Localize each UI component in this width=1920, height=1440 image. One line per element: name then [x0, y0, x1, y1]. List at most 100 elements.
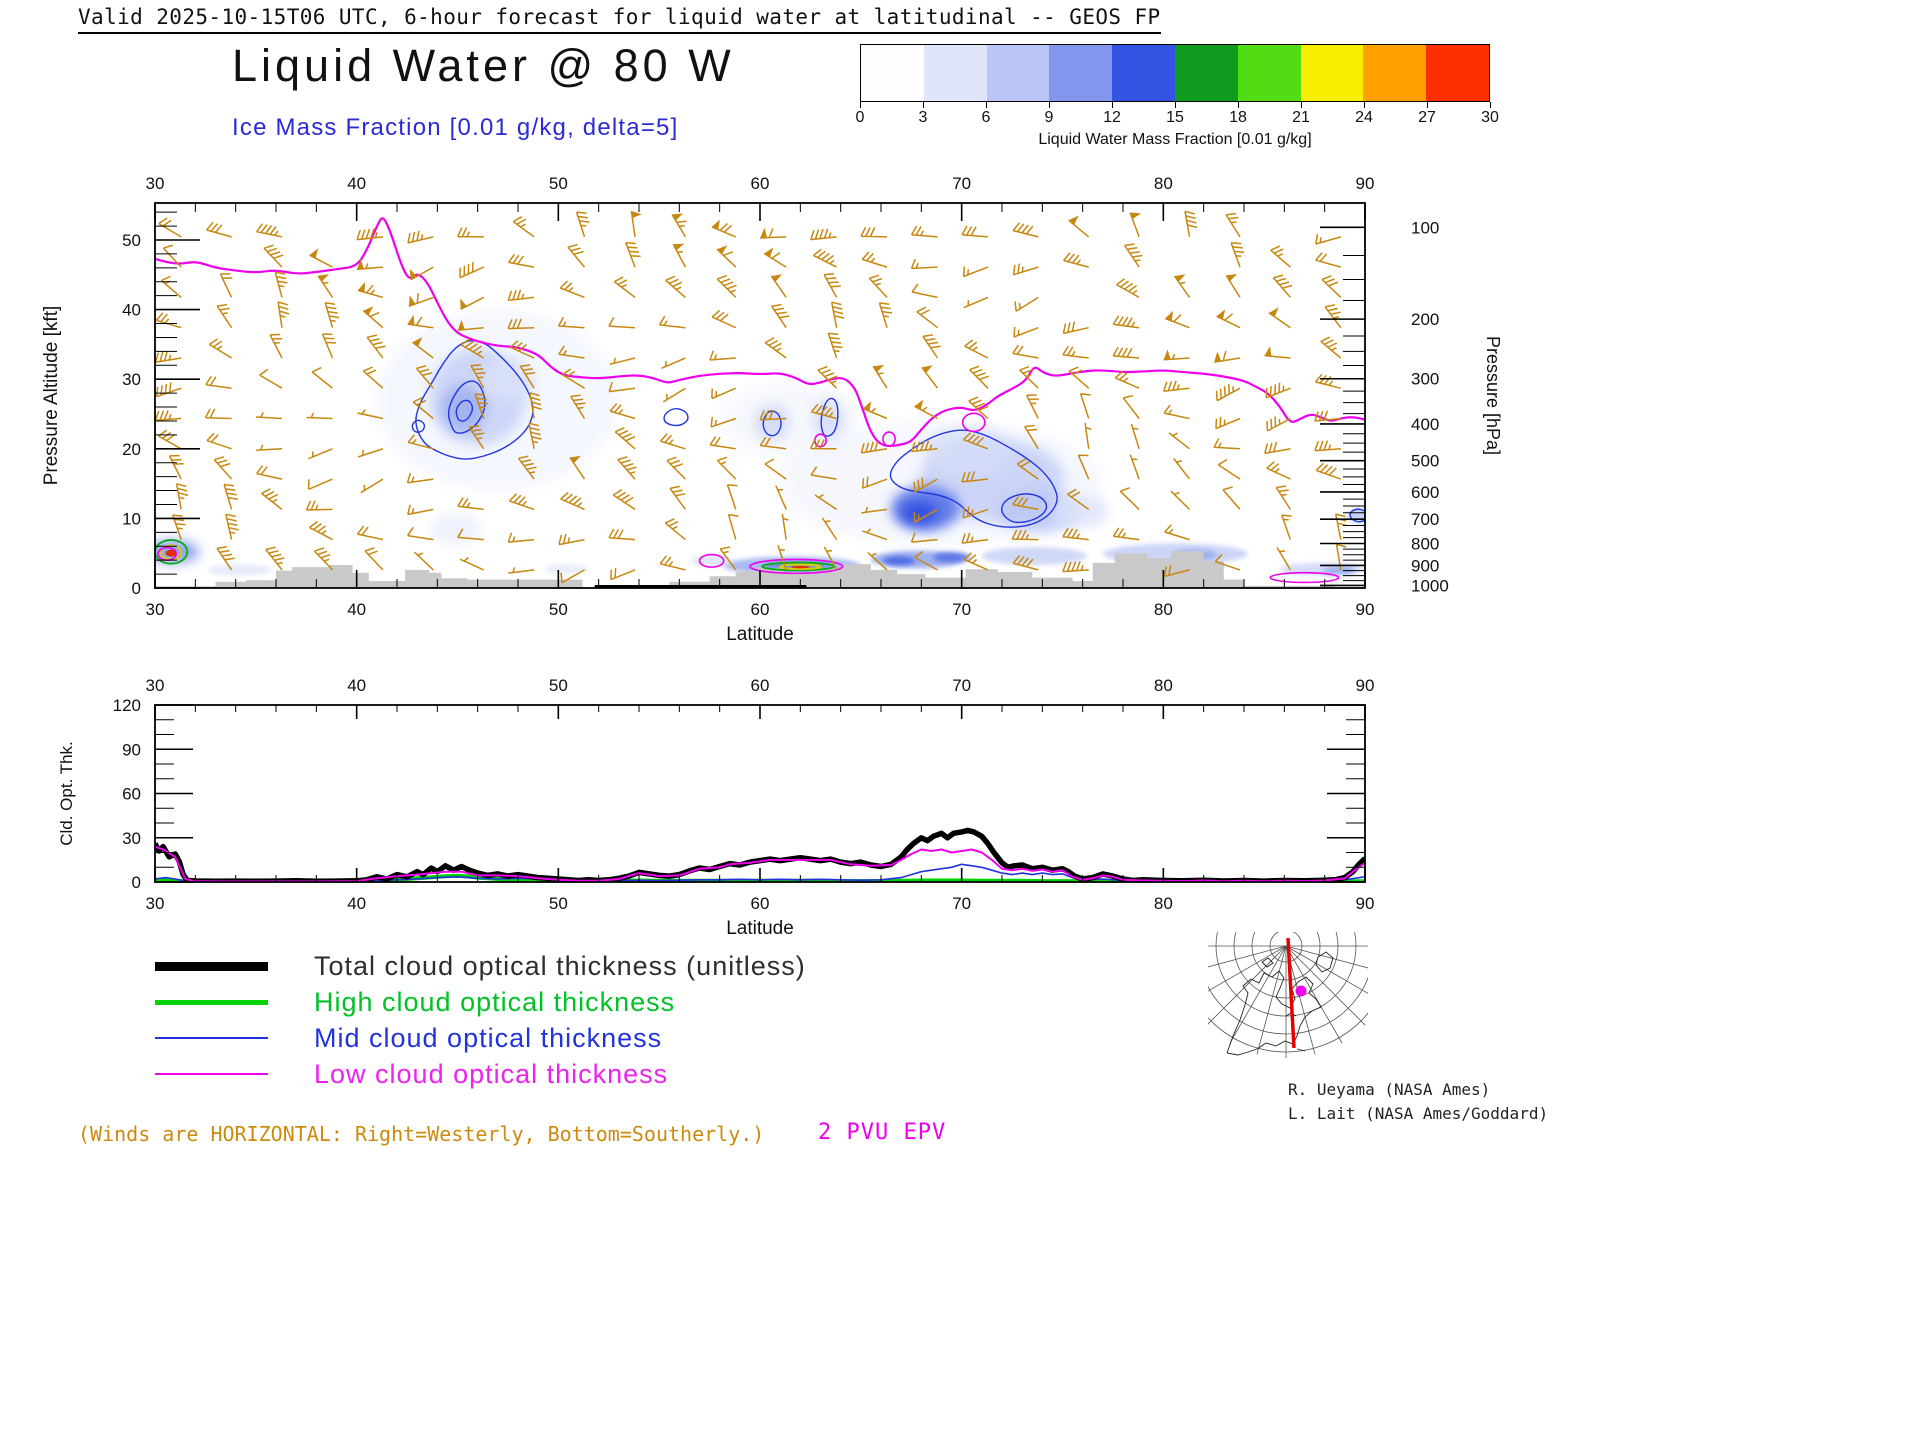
svg-text:Cld. Opt. Thk.: Cld. Opt. Thk.	[57, 741, 76, 846]
colorbar-label: Liquid Water Mass Fraction [0.01 g/kg]	[1038, 131, 1312, 148]
svg-text:100: 100	[1411, 218, 1439, 237]
colorbar-segment	[861, 45, 924, 101]
svg-text:40: 40	[122, 301, 141, 320]
epv-small-contour	[1269, 571, 1340, 584]
colorbar-segment	[1237, 45, 1301, 101]
ice-mass-contour	[1001, 493, 1048, 524]
svg-text:80: 80	[1154, 676, 1173, 695]
svg-text:90: 90	[1356, 174, 1375, 193]
colorbar-tick	[923, 102, 924, 108]
surface-bar	[594, 585, 807, 588]
colorbar-tick	[1175, 102, 1176, 108]
svg-text:60: 60	[751, 676, 770, 695]
tropopause-2pvu-line	[155, 217, 1365, 448]
svg-text:30: 30	[146, 600, 165, 619]
main-plot-content	[155, 210, 1365, 588]
location-map-inset	[1208, 932, 1368, 1058]
legend-row: Total cloud optical thickness (unitless)	[155, 948, 806, 984]
svg-text:60: 60	[751, 174, 770, 193]
colorbar-ticks: 0 3 6 9 12 15 18 21 24 27 30	[856, 102, 1499, 130]
svg-text:40: 40	[347, 894, 366, 913]
colorbar-tick	[1490, 102, 1491, 108]
epv-small-contour	[698, 553, 725, 568]
svg-text:500: 500	[1411, 452, 1439, 471]
svg-text:120: 120	[113, 696, 141, 715]
legend-row: High cloud optical thickness	[155, 984, 806, 1020]
winds-footnote: (Winds are HORIZONTAL: Right=Westerly, B…	[78, 1122, 765, 1146]
svg-text:1000: 1000	[1411, 576, 1449, 595]
coastline	[1226, 970, 1322, 1056]
svg-text:20: 20	[122, 440, 141, 459]
colorbar-tick-label: 18	[1229, 109, 1247, 126]
svg-text:Pressure [hPa]: Pressure [hPa]	[1483, 336, 1503, 455]
colorbar-tick-label: 21	[1292, 109, 1310, 126]
legend-row: Low cloud optical thickness	[155, 1056, 806, 1092]
colorbar-tick-label: 30	[1481, 109, 1499, 126]
svg-text:40: 40	[347, 600, 366, 619]
legend-line-swatch	[155, 1072, 268, 1076]
colorbar-tick-label: 9	[1044, 109, 1054, 126]
legend-label: Total cloud optical thickness (unitless)	[314, 950, 806, 981]
svg-text:400: 400	[1411, 415, 1439, 434]
coastline	[1261, 957, 1274, 968]
epv-small-contour	[749, 558, 844, 575]
legend-label: Mid cloud optical thickness	[314, 1022, 663, 1053]
svg-text:0: 0	[132, 873, 141, 892]
cloud-legend: Total cloud optical thickness (unitless)…	[155, 948, 806, 1092]
colorbar-segment	[1426, 45, 1489, 101]
colorbar-tick	[1112, 102, 1113, 108]
colorbar-tick-label: 24	[1355, 109, 1373, 126]
svg-text:900: 900	[1411, 556, 1439, 575]
coastline	[1296, 1048, 1306, 1052]
colorbar-segment	[1049, 45, 1113, 101]
svg-text:Latitude: Latitude	[726, 918, 794, 939]
coastline	[1315, 951, 1334, 973]
svg-text:300: 300	[1411, 370, 1439, 389]
svg-text:50: 50	[122, 231, 141, 250]
lower-axes	[154, 704, 1366, 883]
svg-text:40: 40	[347, 676, 366, 695]
colorbar-tick	[1427, 102, 1428, 108]
svg-text:800: 800	[1411, 534, 1439, 553]
svg-text:70: 70	[952, 174, 971, 193]
colorbar-tick	[1049, 102, 1050, 108]
colorbar-segment	[1300, 45, 1364, 101]
legend-line-swatch	[155, 1036, 268, 1040]
colorbar-tick-label: 15	[1166, 109, 1184, 126]
epv-small-contour	[961, 412, 986, 433]
svg-text:60: 60	[751, 600, 770, 619]
ice-mass-contour	[411, 419, 426, 433]
ice-mass-contour	[663, 408, 689, 427]
main-axis-labels: 3030404050506060707080809090010203040501…	[41, 174, 1503, 645]
legend-label: Low cloud optical thickness	[314, 1058, 669, 1089]
svg-text:30: 30	[122, 829, 141, 848]
svg-text:70: 70	[952, 894, 971, 913]
svg-text:70: 70	[952, 600, 971, 619]
colorbar-gradient	[860, 44, 1490, 102]
colorbar-segment	[1174, 45, 1238, 101]
svg-text:90: 90	[122, 740, 141, 759]
colorbar: 0 3 6 9 12 15 18 21 24 27 30 Liquid Water Mass Fra…	[856, 44, 1499, 149]
svg-text:30: 30	[146, 894, 165, 913]
ice-mass-fraction-subtitle: Ice Mass Fraction [0.01 g/kg, delta=5]	[232, 114, 679, 141]
svg-text:700: 700	[1411, 510, 1439, 529]
svg-text:50: 50	[549, 174, 568, 193]
svg-text:80: 80	[1154, 600, 1173, 619]
series-low	[155, 845, 1365, 882]
colorbar-tick	[1238, 102, 1239, 108]
ice-mass-contour	[447, 380, 486, 434]
svg-text:30: 30	[122, 370, 141, 389]
svg-text:60: 60	[122, 785, 141, 804]
page-title: Liquid Water @ 80 W	[232, 40, 735, 91]
epv-footnote: 2 PVU EPV	[818, 1120, 947, 1145]
colorbar-tick	[986, 102, 987, 108]
svg-text:80: 80	[1154, 174, 1173, 193]
colorbar-tick-label: 27	[1418, 109, 1436, 126]
svg-text:70: 70	[952, 676, 971, 695]
svg-text:50: 50	[549, 676, 568, 695]
svg-text:50: 50	[549, 600, 568, 619]
lower-axis-labels: 30 30 40 40 50 50 60 60 70 70 80 80 90 90 0 30 60 90 120 La…	[57, 676, 1374, 939]
colorbar-tick-label: 6	[981, 109, 991, 126]
cross-section-meridian-line	[1286, 937, 1296, 1049]
